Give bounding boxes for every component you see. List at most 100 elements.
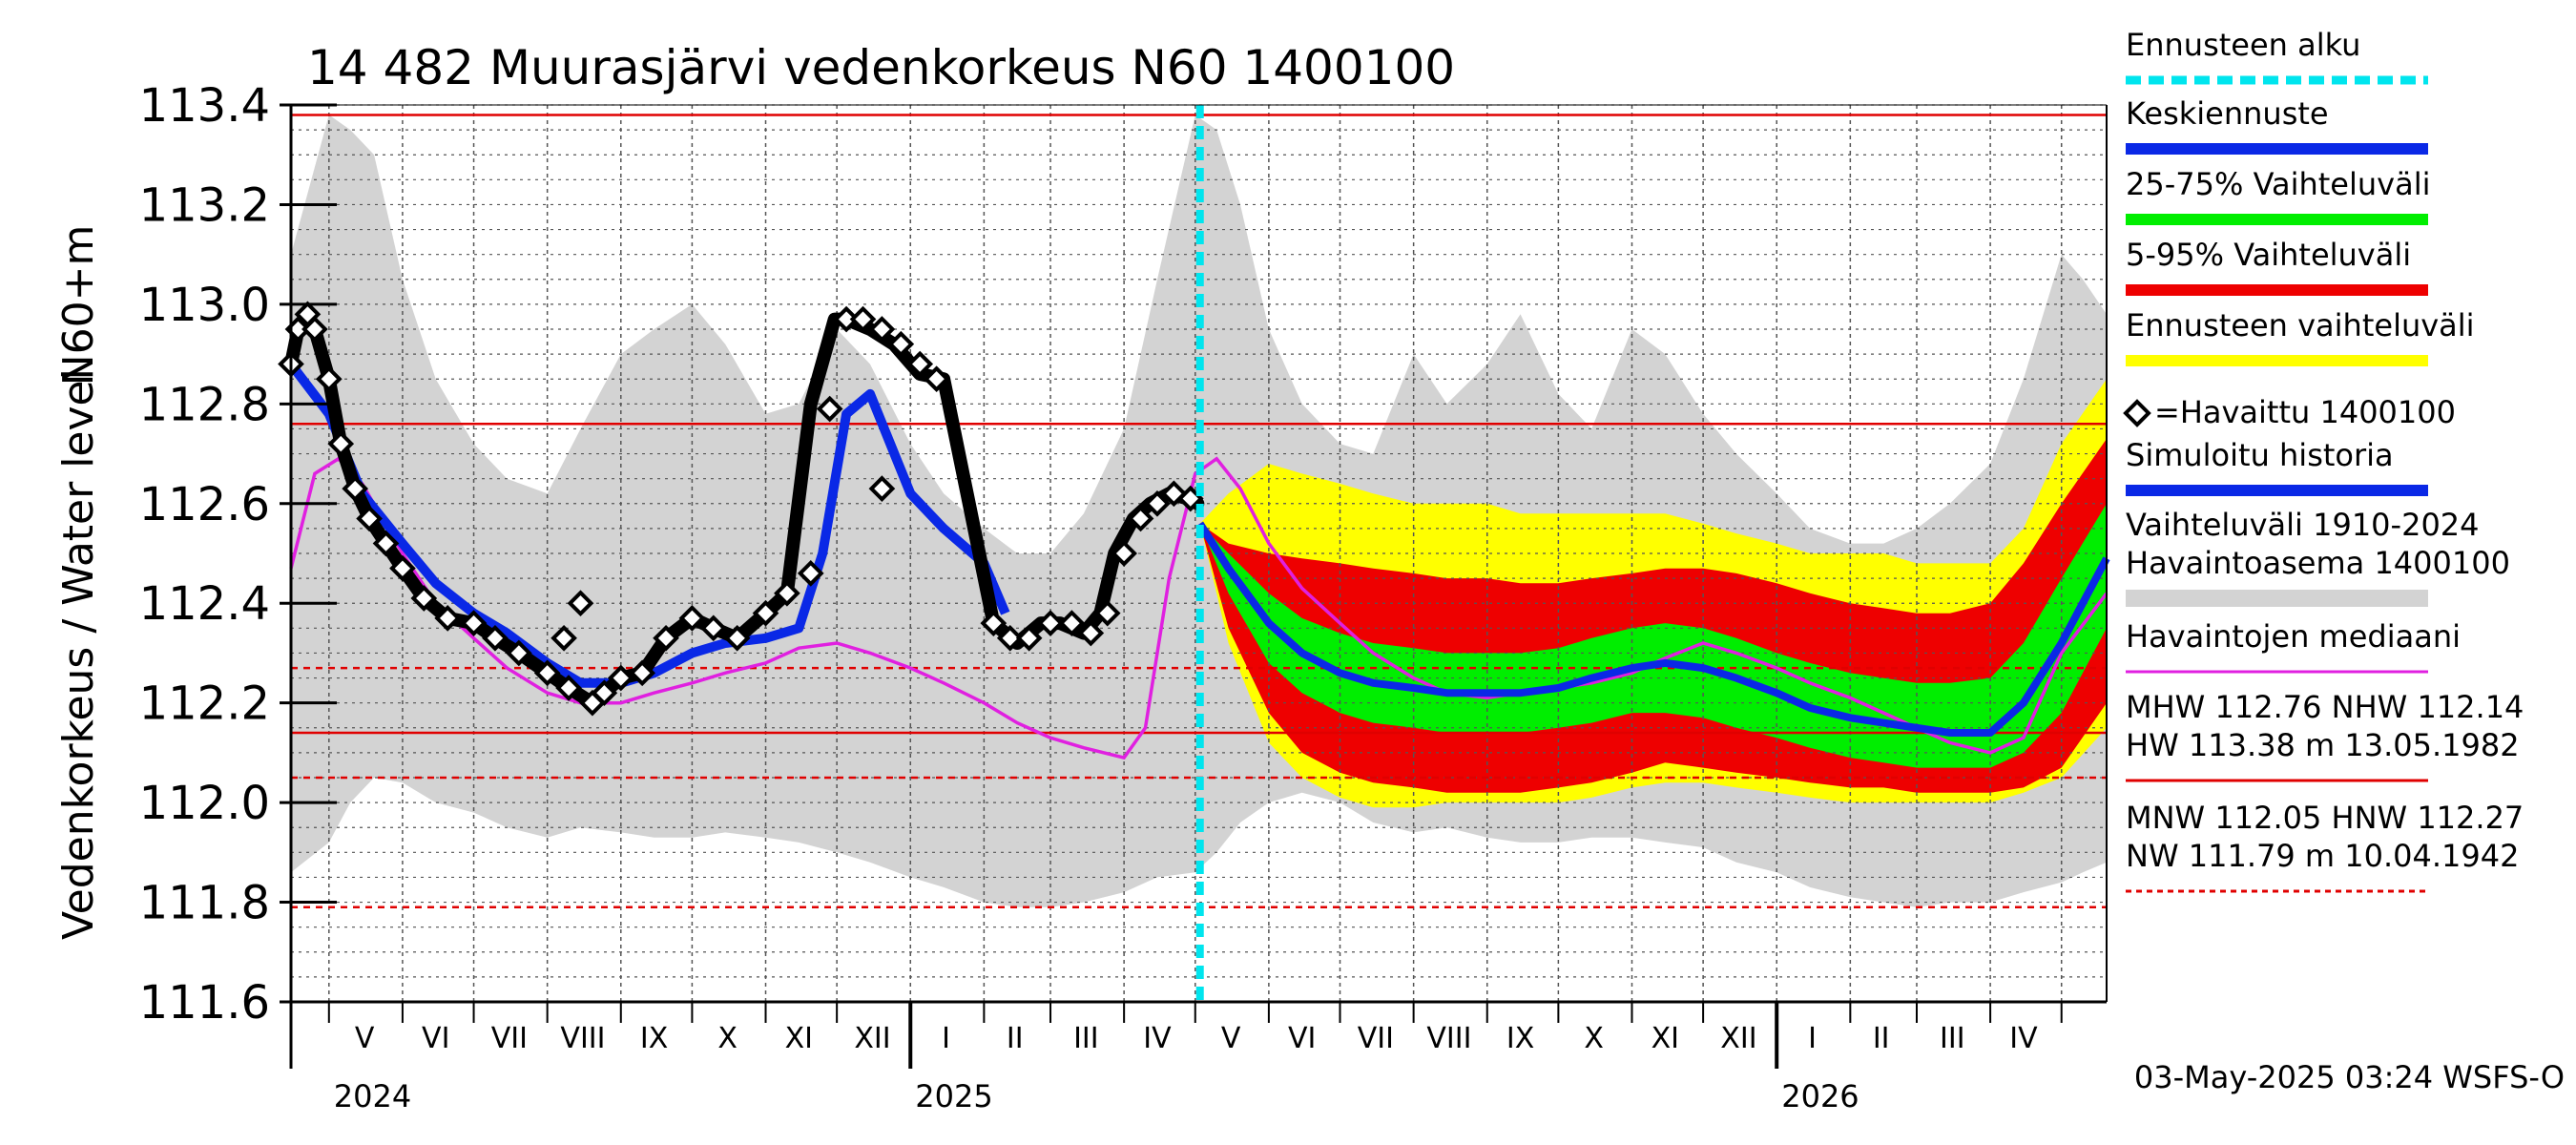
legend-label: MHW 112.76 NHW 112.14 <box>2126 689 2524 725</box>
legend-label: Simuloitu historia <box>2126 437 2394 473</box>
legend-label: MNW 112.05 HNW 112.27 <box>2126 800 2524 836</box>
legend-label: Havaintojen mediaani <box>2126 618 2461 655</box>
month-label: VI <box>1288 1022 1316 1055</box>
year-label: 2026 <box>1781 1078 1859 1114</box>
legend-label: Havaintoasema 1400100 <box>2126 545 2510 581</box>
observed-marker <box>653 624 679 652</box>
legend-label: Vaihteluväli 1910-2024 <box>2126 507 2480 543</box>
month-label: XI <box>785 1022 813 1055</box>
observed-marker <box>434 605 462 632</box>
observed-marker <box>327 430 355 457</box>
month-label: XII <box>1720 1022 1756 1055</box>
y-tick-label: 111.6 <box>139 976 270 1030</box>
y-tick-label: 112.4 <box>139 577 270 631</box>
observed-marker <box>1127 505 1154 532</box>
observed-marker <box>868 475 896 502</box>
y-tick-label: 112.8 <box>139 378 270 431</box>
month-label: III <box>1940 1022 1965 1055</box>
observed-marker <box>868 316 896 343</box>
legend-marker-observed <box>2123 399 2151 427</box>
legend-label: Ennusteen vaihteluväli <box>2126 307 2475 344</box>
y-tick-label: 112.0 <box>139 777 270 830</box>
forecast-median-line <box>1196 521 2110 737</box>
observed-marker <box>678 605 706 632</box>
y-tick-label: 113.0 <box>139 279 270 332</box>
observed-marker <box>555 675 582 701</box>
month-label: XII <box>854 1022 890 1055</box>
observed-marker <box>301 316 328 343</box>
observed-marker <box>774 579 800 607</box>
observed-marker <box>460 610 488 636</box>
y-axis-label: Vedenkorkeus / Water level <box>54 368 103 940</box>
grid-layer <box>291 104 2107 1003</box>
observed-marker <box>816 395 843 423</box>
simulated-history-line <box>287 361 1010 688</box>
forecast-25-75-band <box>1199 503 2107 768</box>
month-label: X <box>717 1022 737 1055</box>
observed-marker <box>699 614 727 642</box>
observed-marker <box>372 530 400 557</box>
year-label: 2024 <box>334 1078 411 1114</box>
month-label: IV <box>1143 1022 1172 1055</box>
month-label: VII <box>1358 1022 1394 1055</box>
observed-marker <box>1058 610 1086 636</box>
legend: Ennusteen alku Keskiennuste 25-75% Vaihtel… <box>2123 27 2524 893</box>
observed-marker <box>629 659 655 687</box>
median-line <box>289 456 2109 760</box>
month-label: I <box>1808 1022 1817 1055</box>
observed-marker <box>906 350 934 378</box>
observed-marker <box>996 624 1024 652</box>
observed-marker <box>752 599 779 627</box>
legend-label: =Havaittu 1400100 <box>2154 394 2456 430</box>
observed-marker <box>356 505 383 532</box>
y-axis-unit-label: N60+m <box>54 225 103 386</box>
year-label: 2025 <box>915 1078 992 1114</box>
observed-marker <box>923 365 950 393</box>
month-label: VIII <box>560 1022 605 1055</box>
observed-marker <box>980 610 1008 636</box>
month-label: II <box>1873 1022 1890 1055</box>
observed-marker <box>797 560 824 587</box>
observed-marker <box>1037 610 1064 636</box>
observed-marker <box>389 554 416 582</box>
observed-marker <box>533 659 561 687</box>
y-tick-label: 111.8 <box>139 877 270 930</box>
legend-label: NW 111.79 m 10.04.1942 <box>2126 838 2519 874</box>
observed-marker <box>482 624 509 652</box>
legend-label: HW 113.38 m 13.05.1982 <box>2126 727 2520 763</box>
month-label: VII <box>491 1022 528 1055</box>
y-tick-label: 113.4 <box>139 79 270 133</box>
observed-marker <box>505 639 532 667</box>
legend-label: Keskiennuste <box>2126 95 2329 132</box>
month-label: V <box>355 1022 375 1055</box>
month-label: IV <box>2009 1022 2038 1055</box>
observed-marker <box>1077 619 1105 647</box>
observed-marker <box>887 330 915 358</box>
month-label: V <box>1221 1022 1241 1055</box>
legend-label: 25-75% Vaihteluväli <box>2126 166 2430 202</box>
observed-marker <box>1015 624 1043 652</box>
y-tick-label: 112.2 <box>139 677 270 731</box>
observed-marker <box>849 305 877 333</box>
month-label: VIII <box>1426 1022 1471 1055</box>
month-label: I <box>942 1022 950 1055</box>
observed-marker <box>723 624 751 652</box>
observed-marker <box>315 365 343 393</box>
month-label: X <box>1584 1022 1604 1055</box>
observed-marker <box>1144 489 1171 517</box>
y-tick-label: 112.6 <box>139 478 270 531</box>
axes-layer: 111.6 111.8 112.0 112.2 112.4 112.6 112.8 113.0… <box>139 79 2108 1114</box>
observed-marker <box>342 475 368 502</box>
observed-marker <box>607 664 634 692</box>
month-label: IX <box>640 1022 668 1055</box>
month-label: IX <box>1506 1022 1534 1055</box>
observed-marker <box>551 624 577 652</box>
legend-label: 5-95% Vaihteluväli <box>2126 237 2411 273</box>
chart-title: 14 482 Muurasjärvi vedenkorkeus N60 1400… <box>307 40 1455 95</box>
y-tick-label: 113.2 <box>139 178 270 232</box>
observed-marker <box>410 585 438 612</box>
observed-marker <box>1093 599 1121 627</box>
month-label: XI <box>1652 1022 1679 1055</box>
observed-markers <box>278 301 1204 717</box>
